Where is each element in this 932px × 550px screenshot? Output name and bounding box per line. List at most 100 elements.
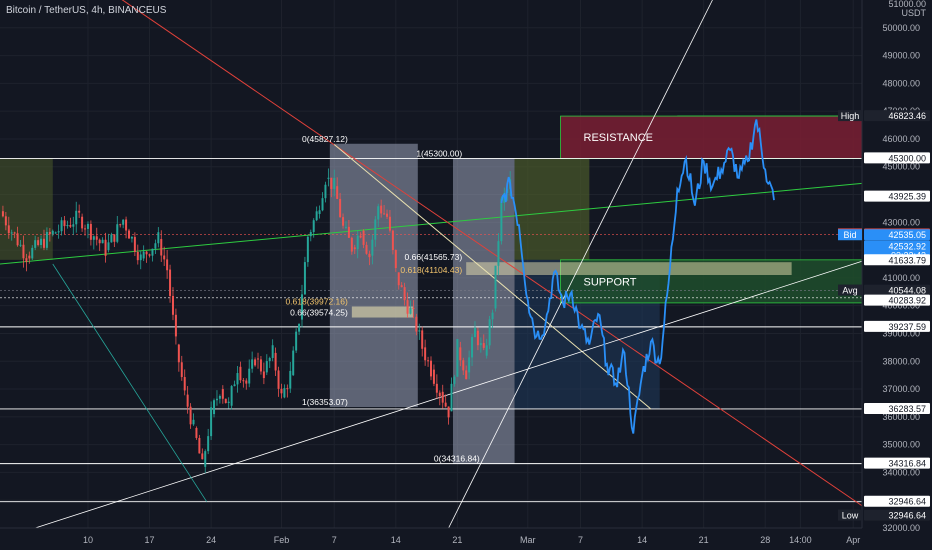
candle-body <box>403 287 406 301</box>
candle-body <box>60 220 63 232</box>
candle-body <box>289 370 292 389</box>
candle-body <box>233 384 236 387</box>
candle-body <box>133 236 136 252</box>
fib-level-label: 1(36353.07) <box>302 397 348 407</box>
candle-body <box>286 388 289 390</box>
candle-body <box>186 394 189 407</box>
price-tag <box>864 110 930 122</box>
price-tag-label: 46823.46 <box>888 111 926 121</box>
price-tag <box>864 294 930 306</box>
candle-body <box>397 272 400 286</box>
candle-body <box>95 236 98 240</box>
resistance-zone <box>560 115 863 159</box>
price-tag <box>864 229 930 241</box>
price-tick-label: 45000.00 <box>882 162 920 172</box>
time-tick-label: Mar <box>520 535 536 545</box>
candle-body <box>347 226 350 238</box>
candle-body <box>265 361 268 373</box>
time-tick-label: 17 <box>145 535 155 545</box>
candle-body <box>154 243 157 249</box>
candle-body <box>462 360 465 371</box>
candle-body <box>418 330 421 332</box>
candle-body <box>54 232 57 234</box>
price-tag-badge-label: Low <box>842 511 859 521</box>
candle-body <box>283 388 286 398</box>
candle-body <box>174 314 177 337</box>
candle-body <box>22 244 25 259</box>
candle-body <box>306 236 309 263</box>
candle-body <box>245 380 248 384</box>
candle-body <box>324 184 327 199</box>
candle-body <box>42 238 45 248</box>
candle-body <box>183 377 186 391</box>
fib-level-label: 0(34316.84) <box>434 454 480 464</box>
candle-body <box>488 319 491 346</box>
candle-body <box>142 251 145 259</box>
price-tag <box>864 495 930 507</box>
candle-body <box>177 344 180 363</box>
price-tag-label: 34316.84 <box>888 459 926 469</box>
candle-body <box>139 254 142 261</box>
time-tick-label: 7 <box>578 535 583 545</box>
candle-body <box>195 427 198 438</box>
candle-body <box>444 402 447 407</box>
candle-body <box>16 233 19 246</box>
candle-body <box>497 241 500 266</box>
candle-body <box>380 205 383 214</box>
candle-body <box>207 436 210 452</box>
candle-body <box>75 210 78 225</box>
candle-body <box>356 235 359 250</box>
candle-body <box>151 248 154 256</box>
price-tag <box>864 509 930 521</box>
fib-level-label: 0(45827.12) <box>302 134 348 144</box>
teal-trendline <box>52 263 208 502</box>
steep-trendline <box>448 0 713 529</box>
price-tick-label: 32000.00 <box>882 523 920 533</box>
candle-body <box>4 216 7 226</box>
time-tick-label: 14 <box>637 535 647 545</box>
price-tag-badge <box>838 110 862 122</box>
candle-body <box>224 398 227 403</box>
candle-body <box>66 224 69 227</box>
candle-body <box>180 362 183 378</box>
candle-body <box>125 219 128 231</box>
price-tag <box>864 457 930 469</box>
candle-body <box>321 198 324 211</box>
price-tick-label: 48000.00 <box>882 78 920 88</box>
time-tick-label: 21 <box>452 535 462 545</box>
candle-body <box>19 244 22 246</box>
candle-body <box>148 254 151 256</box>
price-tick-label: 35000.00 <box>882 440 920 450</box>
candle-body <box>201 453 204 460</box>
candle-body <box>468 357 471 373</box>
candle-body <box>239 366 242 381</box>
red-trendline <box>121 0 863 507</box>
candle-body <box>406 300 409 314</box>
candle-body <box>386 213 389 217</box>
fib-level-label: 0.618(41104.43) <box>400 265 462 275</box>
price-tag-badge <box>838 509 862 521</box>
price-tick-label: 39000.00 <box>882 328 920 338</box>
price-tag-label: 36283.57 <box>888 404 926 414</box>
fib-retracement-box <box>452 158 515 464</box>
candle-body <box>344 226 347 228</box>
fib-level-label: 0.618(39972.16) <box>285 296 348 306</box>
candle-body <box>122 219 125 225</box>
candle-body <box>342 217 345 226</box>
symbol-title: Bitcoin / TetherUS, 4h, BINANCEUS <box>6 5 167 16</box>
price-tag-label: 41633.79 <box>888 255 926 265</box>
candle-body <box>298 323 301 332</box>
candle-body <box>218 395 221 399</box>
candle-body <box>415 316 418 332</box>
price-tag-label: 32946.64 <box>888 497 926 507</box>
support-label: SUPPORT <box>584 276 637 288</box>
price-line-series <box>500 119 775 434</box>
candle-body <box>280 388 283 394</box>
candle-body <box>227 401 230 403</box>
candle-body <box>1 211 4 217</box>
candle-body <box>315 211 318 221</box>
candle-body <box>432 369 435 384</box>
candle-body <box>494 265 497 309</box>
